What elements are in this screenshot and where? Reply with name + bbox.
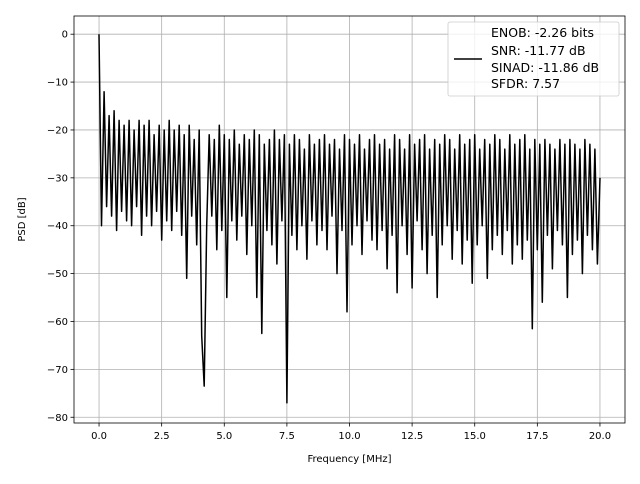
x-tick-label: 12.5 <box>401 431 423 442</box>
x-tick-label: 2.5 <box>154 431 170 442</box>
x-tick-label: 5.0 <box>216 431 232 442</box>
y-tick-label: −30 <box>47 173 68 184</box>
legend-entry-snr: SNR: -11.77 dB <box>491 43 586 58</box>
y-axis-label: PSD [dB] <box>17 197 28 241</box>
legend-entry-enob: ENOB: -2.26 bits <box>491 25 594 40</box>
x-tick-label: 10.0 <box>338 431 360 442</box>
y-tick-label: −60 <box>47 317 68 328</box>
legend-box <box>447 21 620 97</box>
legend: ENOB: -2.26 bits SNR: -11.77 dB SINAD: -… <box>447 21 620 97</box>
x-tick-label: 0.0 <box>91 431 107 442</box>
x-tick-label: 15.0 <box>464 431 486 442</box>
y-tick-label: −80 <box>47 413 68 424</box>
x-tick-label: 20.0 <box>589 431 611 442</box>
y-tick-label: −50 <box>47 269 68 280</box>
legend-entry-sinad: SINAD: -11.86 dB <box>491 60 599 75</box>
x-axis-label: Frequency [MHz] <box>307 454 391 465</box>
y-tick-label: −20 <box>47 125 68 136</box>
legend-entry-sfdr: SFDR: 7.57 <box>491 76 560 91</box>
x-axis: 0.0 2.5 5.0 7.5 10.0 12.5 15.0 17.5 20.0 <box>91 423 611 442</box>
psd-series-line <box>98 34 601 404</box>
x-tick-label: 7.5 <box>279 431 295 442</box>
x-tick-label: 17.5 <box>526 431 548 442</box>
y-axis: 0 −10 −20 −30 −40 −50 −60 −70 −80 <box>47 30 74 424</box>
y-tick-label: 0 <box>62 30 68 41</box>
y-tick-label: −40 <box>47 221 68 232</box>
y-tick-label: −70 <box>47 365 68 376</box>
y-tick-label: −10 <box>47 78 68 89</box>
